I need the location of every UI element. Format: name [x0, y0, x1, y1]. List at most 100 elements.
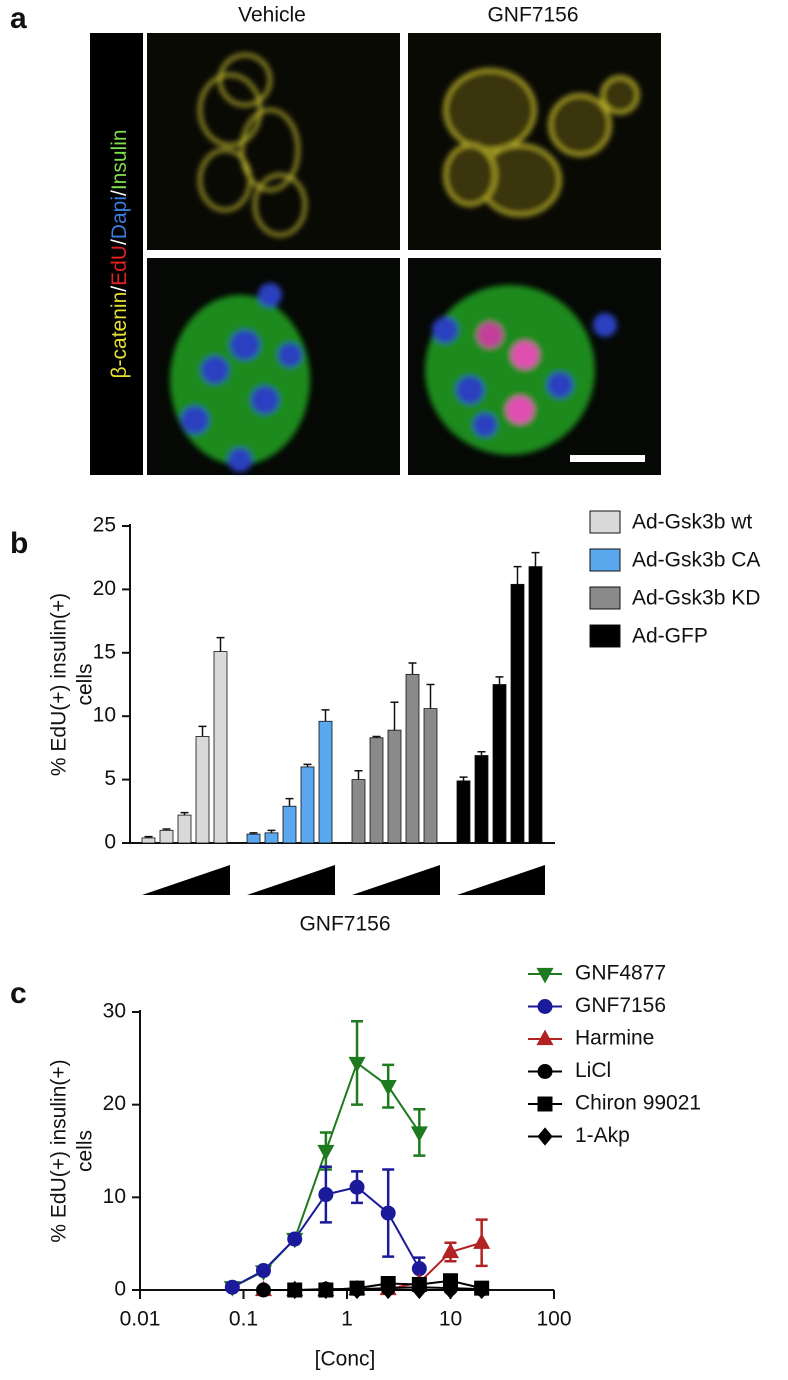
x-tick-label: 0.01 — [120, 1308, 161, 1331]
bar — [141, 837, 156, 844]
error-bar — [495, 676, 504, 685]
stain-label: β-catenin/EdU/Dapi/Insulin — [108, 129, 131, 378]
panel-label: b — [10, 527, 28, 560]
legend-label: Chiron 99021 — [575, 1092, 701, 1115]
column-label: GNF7156 — [487, 4, 578, 27]
error-bar — [180, 811, 189, 816]
legend-label: GNF7156 — [575, 994, 666, 1017]
y-tick-label: 10 — [93, 704, 116, 727]
legend-swatch — [589, 510, 621, 534]
error-bar — [249, 832, 258, 835]
bar — [159, 829, 174, 844]
legend-swatch — [589, 548, 621, 572]
marker — [473, 1233, 491, 1249]
y-axis-label: cells — [74, 663, 97, 705]
error-bar — [162, 828, 171, 831]
micrograph-gnf-bottom — [408, 258, 661, 475]
legend-label: Harmine — [575, 1027, 654, 1050]
error-bar — [408, 662, 417, 675]
dose-wedge — [352, 865, 440, 895]
bar — [351, 779, 366, 844]
error-bar — [426, 683, 435, 709]
legend-marker — [536, 1029, 554, 1046]
legend-marker — [536, 967, 554, 984]
error-bar — [513, 565, 522, 585]
bar — [492, 684, 507, 844]
marker — [474, 1280, 490, 1300]
y-axis-label: % EdU(+) insulin(+) — [48, 593, 71, 776]
bar — [510, 583, 525, 844]
marker — [442, 1280, 459, 1300]
panel-label: c — [10, 977, 27, 1010]
bar — [264, 832, 279, 844]
micrograph-gnf-top — [408, 33, 661, 250]
x-tick-label: 1 — [341, 1308, 353, 1331]
legend-label: GNF4877 — [575, 962, 666, 985]
legend-label: Ad-Gsk3b CA — [632, 549, 760, 572]
stain-part: / — [108, 190, 131, 196]
bar — [177, 814, 192, 844]
legend-label: Ad-GFP — [632, 625, 708, 648]
column-label: Vehicle — [238, 4, 306, 27]
legend-label: Ad-Gsk3b KD — [632, 587, 760, 610]
error-bar — [477, 750, 486, 756]
error-bar — [354, 769, 363, 780]
error-bar — [198, 725, 207, 737]
legend-swatch — [589, 586, 621, 610]
legend-label: 1-Akp — [575, 1124, 630, 1147]
bar — [387, 729, 402, 844]
y-tick-label: 0 — [104, 831, 116, 854]
micrograph-vehicle-top — [147, 33, 400, 250]
marker — [380, 1280, 396, 1300]
stain-part: EdU — [108, 245, 131, 286]
x-axis-label: GNF7156 — [299, 913, 390, 936]
y-axis-label: % EdU(+) insulin(+) — [48, 1059, 71, 1242]
error-bar — [459, 776, 468, 781]
marker — [349, 1179, 365, 1195]
error-bar — [144, 835, 153, 838]
marker — [410, 1126, 428, 1142]
micrograph-vehicle-bottom — [147, 258, 400, 475]
dose-wedge — [247, 865, 335, 895]
marker — [349, 1280, 365, 1300]
stain-part: Insulin — [108, 129, 131, 190]
marker — [318, 1187, 334, 1203]
bar — [474, 755, 489, 844]
y-tick-label: 15 — [93, 640, 116, 663]
bar — [300, 766, 315, 844]
marker — [317, 1144, 335, 1161]
bar — [246, 833, 261, 844]
bar — [423, 708, 438, 844]
stain-part: / — [108, 286, 131, 292]
bar — [195, 736, 210, 844]
stain-part: β-catenin — [108, 292, 131, 379]
error-bar — [303, 763, 312, 767]
error-bar — [531, 551, 540, 567]
error-bar — [321, 709, 330, 722]
error-bar — [216, 636, 225, 652]
x-axis-label: [Conc] — [315, 1348, 376, 1371]
stain-part: Dapi — [108, 196, 131, 239]
marker — [287, 1231, 303, 1247]
legend-marker — [537, 1096, 553, 1112]
marker — [255, 1282, 271, 1298]
y-tick-label: 30 — [103, 1000, 126, 1023]
stain-strip — [90, 33, 143, 475]
error-bar — [285, 797, 294, 807]
bar — [318, 720, 333, 844]
error-bar — [372, 735, 381, 738]
marker — [411, 1280, 427, 1300]
x-tick-label: 100 — [536, 1308, 571, 1331]
marker — [348, 1056, 366, 1073]
x-tick-label: 0.1 — [229, 1308, 258, 1331]
y-tick-label: 20 — [93, 577, 116, 600]
legend-marker — [537, 999, 553, 1014]
marker — [379, 1080, 397, 1096]
marker — [318, 1280, 334, 1300]
bar — [369, 737, 384, 844]
bar — [528, 566, 543, 844]
error-bar — [390, 701, 399, 731]
marker — [255, 1263, 271, 1279]
legend-label: Ad-Gsk3b wt — [632, 511, 752, 534]
